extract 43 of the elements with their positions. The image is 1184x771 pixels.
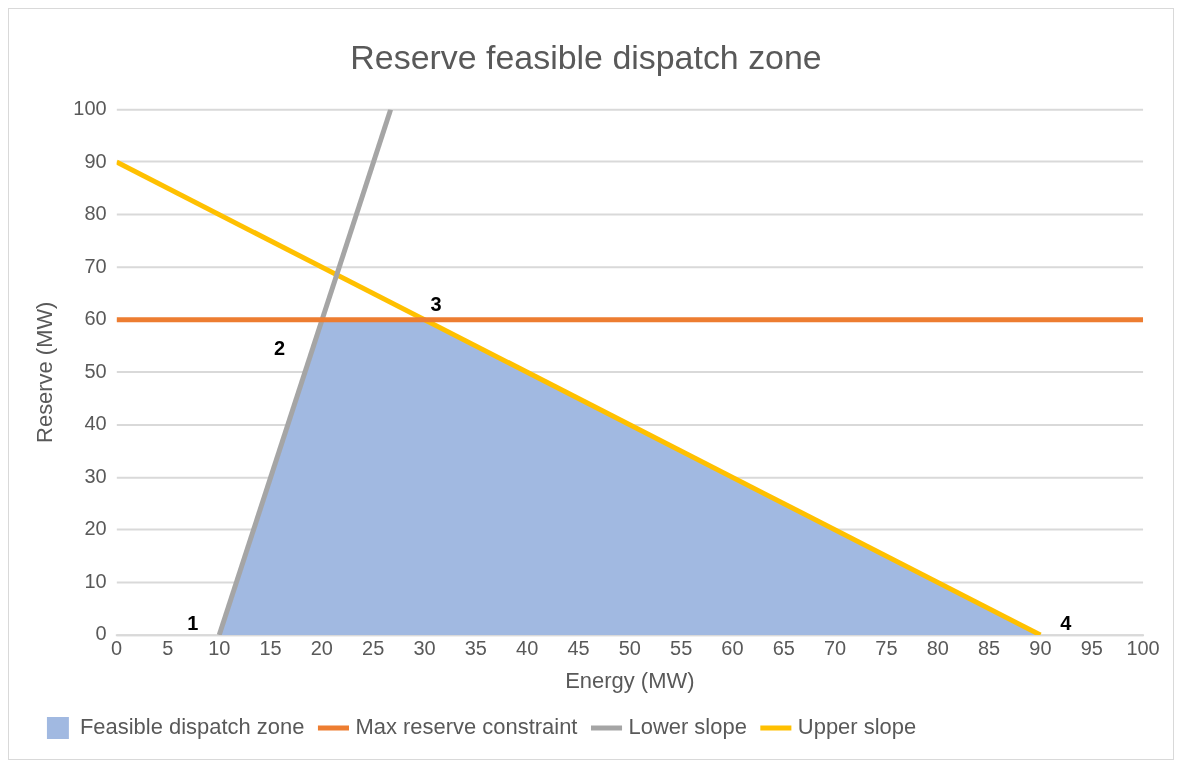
legend-label: Feasible dispatch zone bbox=[79, 714, 305, 740]
x-tick-label: 80 bbox=[926, 637, 949, 660]
x-tick-label: 50 bbox=[618, 637, 641, 660]
x-tick-label: 90 bbox=[1029, 637, 1052, 660]
x-tick-label: 65 bbox=[772, 637, 795, 660]
x-tick-label: 15 bbox=[259, 637, 282, 660]
x-tick-label: 70 bbox=[824, 637, 847, 660]
annotation: 2 bbox=[273, 337, 286, 360]
x-tick-label: 0 bbox=[111, 637, 123, 660]
x-tick-label: 95 bbox=[1080, 637, 1103, 660]
x-tick-label: 5 bbox=[162, 637, 174, 660]
y-tick-label: 40 bbox=[84, 412, 107, 435]
y-tick-label: 20 bbox=[84, 517, 107, 540]
legend-label: Max reserve constraint bbox=[355, 714, 578, 740]
y-tick-label: 100 bbox=[73, 97, 107, 120]
x-tick-label: 100 bbox=[1126, 637, 1160, 660]
x-tick-label: 30 bbox=[413, 637, 436, 660]
y-tick-label: 30 bbox=[84, 464, 107, 487]
chart-title: Reserve feasible dispatch zone bbox=[350, 37, 822, 76]
y-tick-label: 60 bbox=[84, 307, 107, 330]
legend-label: Upper slope bbox=[797, 714, 917, 740]
x-tick-label: 10 bbox=[208, 637, 231, 660]
x-tick-label: 55 bbox=[670, 637, 693, 660]
x-tick-label: 85 bbox=[977, 637, 1001, 660]
x-tick-label: 25 bbox=[362, 637, 385, 660]
y-tick-label: 80 bbox=[84, 202, 107, 225]
x-axis-title: Energy (MW) bbox=[565, 668, 695, 694]
x-tick-label: 35 bbox=[464, 637, 487, 660]
y-axis-title: Reserve (MW) bbox=[32, 301, 58, 443]
annotation: 4 bbox=[1060, 612, 1072, 635]
y-tick-label: 90 bbox=[84, 149, 107, 172]
legend-label: Lower slope bbox=[628, 714, 747, 740]
y-tick-label: 50 bbox=[84, 359, 107, 382]
y-tick-label: 10 bbox=[84, 569, 107, 592]
annotation: 3 bbox=[430, 293, 442, 316]
x-tick-label: 20 bbox=[310, 637, 333, 660]
x-tick-label: 60 bbox=[721, 637, 744, 660]
x-tick-label: 40 bbox=[516, 637, 539, 660]
annotation: 1 bbox=[187, 612, 199, 635]
y-tick-label: 70 bbox=[84, 254, 107, 277]
y-tick-label: 0 bbox=[95, 622, 107, 645]
x-tick-label: 75 bbox=[875, 637, 898, 660]
x-tick-label: 45 bbox=[567, 637, 590, 660]
